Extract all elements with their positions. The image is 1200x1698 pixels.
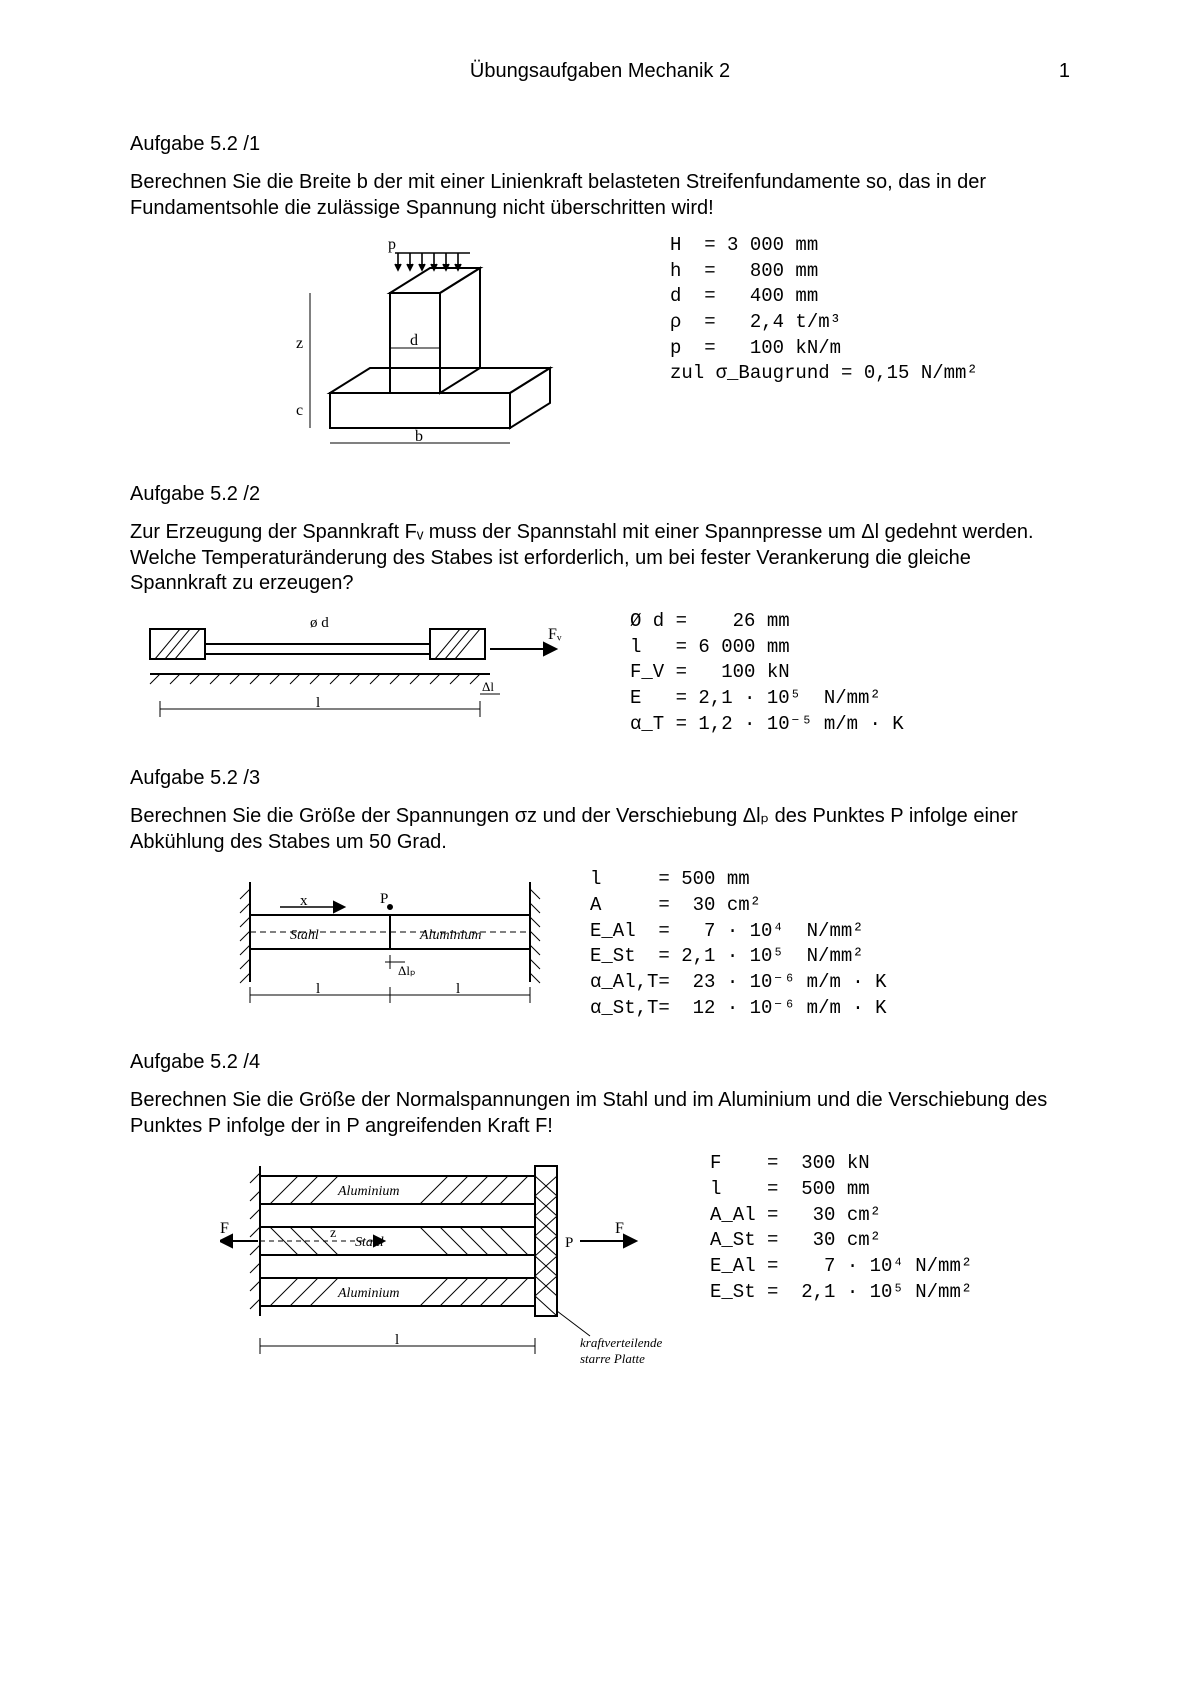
svg-text:l: l <box>316 695 320 711</box>
svg-text:Aluminium: Aluminium <box>419 928 481 943</box>
svg-text:ø d: ø d <box>310 615 329 631</box>
svg-text:l: l <box>456 981 460 997</box>
task-3-title: Aufgabe 5.2 /3 <box>130 767 1070 790</box>
page-number: 1 <box>1059 60 1070 83</box>
svg-text:Stahl: Stahl <box>290 928 319 943</box>
task-2-text: Zur Erzeugung der Spannkraft Fᵥ muss der… <box>130 520 1070 597</box>
task-2-title: Aufgabe 5.2 /2 <box>130 483 1070 506</box>
task-2-figure-row: ø d Fᵥ l Δl Ø d = 26 mm l = 6 000 mm F_V… <box>130 609 1070 737</box>
task-3-figure-icon: x P Stahl Aluminium Δlₚ l l <box>230 867 560 1017</box>
svg-text:P: P <box>380 891 388 907</box>
svg-text:Stahl: Stahl <box>355 1235 384 1250</box>
svg-text:Aluminium: Aluminium <box>337 1286 399 1301</box>
svg-text:P: P <box>565 1235 573 1251</box>
page-title: Übungsaufgaben Mechanik 2 <box>130 60 1070 83</box>
svg-text:F: F <box>220 1220 229 1237</box>
svg-text:x: x <box>300 893 308 909</box>
svg-text:Δlₚ: Δlₚ <box>398 963 416 978</box>
task-3-params: l = 500 mm A = 30 cm² E_Al = 7 · 10⁴ N/m… <box>590 867 887 1021</box>
svg-text:kraftverteilende starr: kraftverteilende starre Platte <box>580 1335 666 1366</box>
svg-text:p: p <box>388 236 396 253</box>
svg-text:z: z <box>296 335 303 352</box>
svg-text:F: F <box>615 1220 624 1237</box>
task-4-figure-icon: Aluminium Stahl Aluminium z F F P l kraf… <box>220 1151 680 1371</box>
task-4-params: F = 300 kN l = 500 mm A_Al = 30 cm² A_St… <box>710 1151 972 1305</box>
svg-text:Aluminium: Aluminium <box>337 1184 399 1199</box>
svg-text:l: l <box>316 981 320 997</box>
task-1-title: Aufgabe 5.2 /1 <box>130 133 1070 156</box>
svg-text:l: l <box>395 1332 399 1348</box>
task-1-text: Berechnen Sie die Breite b der mit einer… <box>130 170 1070 221</box>
svg-text:c: c <box>296 402 303 419</box>
task-3-text: Berechnen Sie die Größe der Spannungen σ… <box>130 804 1070 855</box>
task-2-figure-icon: ø d Fᵥ l Δl <box>130 609 570 729</box>
task-4-figure-row: Aluminium Stahl Aluminium z F F P l kraf… <box>130 1151 1070 1371</box>
svg-text:d: d <box>410 332 418 349</box>
svg-text:Δl: Δl <box>482 679 494 694</box>
task-4-text: Berechnen Sie die Größe der Normalspannu… <box>130 1088 1070 1139</box>
svg-text:Fᵥ: Fᵥ <box>548 626 562 643</box>
task-1-figure-row: p z c d b H = 3 000 mm h = 800 mm d = 40… <box>130 233 1070 453</box>
svg-text:z: z <box>330 1226 336 1241</box>
task-1-figure-icon: p z c d b <box>270 233 610 453</box>
task-3-figure-row: x P Stahl Aluminium Δlₚ l l l = 500 mm A… <box>130 867 1070 1021</box>
page: 1 Übungsaufgaben Mechanik 2 Aufgabe 5.2 … <box>0 0 1200 1698</box>
svg-text:b: b <box>415 428 423 445</box>
task-1-params: H = 3 000 mm h = 800 mm d = 400 mm ρ = 2… <box>670 233 978 387</box>
task-4-title: Aufgabe 5.2 /4 <box>130 1051 1070 1074</box>
task-2-params: Ø d = 26 mm l = 6 000 mm F_V = 100 kN E … <box>630 609 904 737</box>
